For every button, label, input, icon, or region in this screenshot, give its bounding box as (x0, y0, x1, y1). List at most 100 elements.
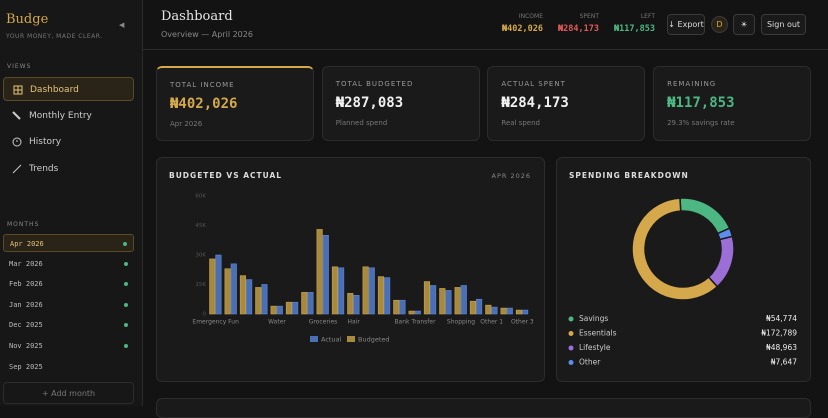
nav-item[interactable]: History (3, 130, 134, 154)
bar (215, 254, 222, 315)
nav-icon (13, 85, 23, 95)
month-item[interactable]: Mar 2026 (3, 255, 134, 273)
bar (515, 309, 523, 315)
card-value: ₦284,173 (501, 95, 569, 111)
month-dot (124, 344, 128, 348)
bar (445, 290, 452, 315)
page-subtitle: Overview — April 2026 (161, 30, 253, 39)
legend-dot (568, 360, 574, 365)
views-heading: VIEWS (7, 63, 32, 70)
bar (224, 268, 231, 315)
nav-icon (12, 164, 22, 173)
stat-label: INCOME (518, 13, 543, 20)
stat-value: ₦402,026 (502, 24, 543, 34)
bar (292, 301, 299, 315)
bar (301, 292, 308, 315)
card-note: Planned spend (335, 119, 388, 127)
bar (439, 288, 446, 315)
legend-dot (568, 331, 574, 336)
bar (414, 310, 421, 315)
bar (491, 306, 498, 315)
month-item[interactable]: Feb 2026 (3, 275, 134, 293)
bar (485, 304, 492, 315)
bar (331, 266, 339, 315)
month-item[interactable]: Jan 2026 (3, 296, 134, 314)
month-dot (123, 242, 127, 246)
month-item[interactable]: Sep 2025 (9, 362, 43, 371)
card-value: ₦287,083 (335, 95, 404, 111)
bar (506, 307, 513, 315)
legend-dot (568, 316, 574, 322)
chart-subtitle: APR 2026 (492, 172, 532, 180)
bar (522, 309, 529, 315)
stat-value: ₦117,853 (614, 24, 655, 34)
bar (408, 310, 415, 315)
bar (476, 298, 483, 315)
month-item[interactable]: Nov 2025 (3, 337, 134, 355)
bar (270, 305, 277, 315)
nav-icon (12, 110, 21, 120)
charts: BUDGETED VS ACTUAL APR 2026 0 15K 30K 45K 60K E… (169, 171, 797, 367)
legend-dot (568, 345, 574, 351)
nav-item[interactable]: Monthly Entry (3, 104, 134, 128)
bar (384, 277, 391, 315)
months-heading: MONTHS (7, 221, 40, 228)
card-label: TOTAL INCOME (170, 81, 235, 89)
pie-panel (556, 157, 811, 382)
bar (255, 287, 262, 315)
x-tick-label: Hair (348, 319, 361, 326)
bar (460, 285, 467, 315)
bar (285, 301, 293, 315)
bar (469, 300, 477, 315)
legend-value: ₦48,963 (766, 343, 797, 352)
bar (353, 295, 360, 315)
card-value: ₦402,026 (170, 96, 238, 112)
bar (209, 258, 216, 315)
bar (377, 276, 385, 315)
summary-card: TOTAL INCOME ₦402,026 Apr 2026 (156, 66, 314, 141)
bar (454, 287, 461, 315)
pie-slice (631, 197, 719, 301)
x-tick-label: Bank Transfer (394, 319, 436, 326)
bar (393, 299, 400, 315)
card-note: 29.3% savings rate (667, 119, 735, 127)
legend-value: ₦7,647 (771, 358, 797, 367)
nav-item[interactable]: Dashboard (3, 77, 134, 101)
legend-label: Savings (579, 314, 608, 323)
sidebar: Budge YOUR MONEY, MADE CLEAR. ◀ VIEWS Da… (0, 0, 143, 406)
card-note: Apr 2026 (170, 120, 203, 128)
stat-value: ₦284,173 (558, 24, 599, 34)
month-dot (124, 323, 128, 328)
avatar[interactable]: D (711, 16, 728, 33)
summary-card: TOTAL BUDGETED ₦287,083 Planned spend (321, 66, 480, 141)
card-note: Real spend (501, 119, 540, 127)
bar (399, 299, 406, 315)
collapse-button[interactable]: ◀ (119, 21, 125, 29)
month-dot (124, 261, 128, 266)
bar (347, 293, 354, 315)
add-month-button[interactable]: + Add month (3, 382, 134, 404)
y-tick-label: 45K (195, 223, 206, 229)
legend-swatch (310, 336, 318, 342)
legend-label: Lifestyle (579, 343, 611, 352)
sign-out-button[interactable]: Sign out (761, 14, 806, 35)
theme-button[interactable]: ☀ (733, 14, 755, 35)
nav-item[interactable]: Trends (3, 157, 134, 181)
legend-value: ₦172,789 (761, 329, 797, 338)
x-tick-label: Emergency Fun (192, 319, 239, 326)
pie-slice (707, 235, 735, 288)
summary-card: ACTUAL SPENT ₦284,173 Real spend (487, 66, 646, 141)
card-label: TOTAL BUDGETED (335, 80, 414, 88)
legend-label: Budgeted (358, 336, 390, 344)
month-dot (124, 302, 128, 307)
tagline: YOUR MONEY, MADE CLEAR. (6, 33, 103, 40)
month-item[interactable]: Dec 2025 (3, 316, 134, 334)
chart-title: BUDGETED VS ACTUAL (169, 171, 282, 180)
month-item[interactable]: Apr 2026 (3, 234, 134, 252)
y-tick-label: 60K (195, 194, 206, 200)
chart-title: SPENDING BREAKDOWN (569, 171, 689, 180)
export-button[interactable]: ↓ Export (667, 14, 705, 35)
x-tick-label: Water (268, 319, 286, 326)
y-tick-label: 30K (195, 253, 206, 259)
